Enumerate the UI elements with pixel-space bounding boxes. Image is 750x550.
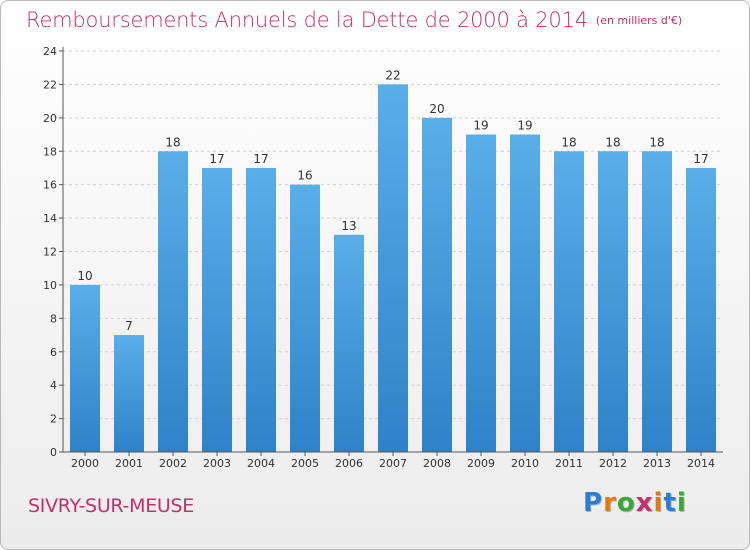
- x-tick-label: 2013: [643, 457, 671, 470]
- bar: [686, 167, 716, 453]
- logo-letter: P: [583, 488, 604, 518]
- x-tick-label: 2002: [159, 457, 187, 470]
- commune-name: SIVRY-SUR-MEUSE: [28, 495, 194, 517]
- x-tick-label: 2001: [115, 457, 143, 470]
- bar: [510, 134, 540, 452]
- data-label: 18: [165, 135, 180, 149]
- data-label: 16: [297, 169, 312, 183]
- x-tick-label: 2012: [599, 457, 627, 470]
- y-tick-label: 4: [50, 379, 57, 392]
- bar: [114, 335, 144, 452]
- data-label: 17: [253, 152, 268, 166]
- data-label: 20: [429, 102, 444, 116]
- data-label: 19: [517, 119, 532, 133]
- y-tick-label: 24: [43, 45, 57, 58]
- logo-letter: i: [653, 488, 664, 518]
- bar: [246, 167, 276, 453]
- y-tick-label: 2: [50, 413, 57, 426]
- logo-letter: t: [663, 488, 677, 518]
- data-label: 18: [649, 135, 664, 149]
- bar: [202, 167, 232, 453]
- x-tick-label: 2014: [687, 457, 715, 470]
- bar: [598, 151, 628, 452]
- chart-title: Remboursements Annuels de la Dette de 20…: [26, 8, 588, 32]
- y-tick-label: 16: [43, 179, 57, 192]
- bar: [290, 184, 320, 452]
- y-tick-label: 12: [43, 246, 57, 259]
- x-tick-label: 2010: [511, 457, 539, 470]
- bar: [378, 84, 408, 453]
- x-tick-label: 2007: [379, 457, 407, 470]
- bar: [422, 117, 452, 452]
- x-tick-label: 2009: [467, 457, 495, 470]
- y-tick-label: 20: [43, 112, 57, 125]
- y-tick-label: 8: [50, 312, 57, 325]
- bar: [70, 284, 100, 452]
- x-tick-label: 2004: [247, 457, 275, 470]
- data-label: 19: [473, 119, 488, 133]
- proxiti-logo: Proxiti: [583, 488, 687, 518]
- data-label: 7: [125, 319, 133, 333]
- y-tick-label: 22: [43, 78, 57, 91]
- bar: [554, 151, 584, 452]
- logo-letter: i: [676, 488, 687, 518]
- logo-letter: o: [616, 488, 636, 518]
- data-label: 18: [605, 135, 620, 149]
- chart-title-block: Remboursements Annuels de la Dette de 20…: [26, 8, 682, 32]
- data-label: 17: [693, 152, 708, 166]
- bar: [466, 134, 496, 452]
- x-tick-label: 2000: [71, 457, 99, 470]
- y-tick-label: 18: [43, 145, 57, 158]
- x-tick-label: 2011: [555, 457, 583, 470]
- y-tick-label: 10: [43, 279, 57, 292]
- chart-subtitle: (en milliers d'€): [595, 14, 683, 27]
- data-label: 10: [77, 269, 92, 283]
- y-tick-label: 6: [50, 346, 57, 359]
- x-tick-label: 2008: [423, 457, 451, 470]
- bar: [158, 151, 188, 452]
- data-label: 13: [341, 219, 356, 233]
- data-label: 22: [385, 68, 400, 82]
- logo-letter: r: [603, 488, 617, 518]
- x-tick-label: 2006: [335, 457, 363, 470]
- logo-letter: x: [635, 488, 654, 518]
- bar: [642, 151, 672, 452]
- y-tick-label: 14: [43, 212, 57, 225]
- y-tick-label: 0: [50, 446, 57, 459]
- x-tick-label: 2003: [203, 457, 231, 470]
- bar: [334, 234, 364, 452]
- x-tick-label: 2005: [291, 457, 319, 470]
- data-label: 18: [561, 135, 576, 149]
- data-label: 17: [209, 152, 224, 166]
